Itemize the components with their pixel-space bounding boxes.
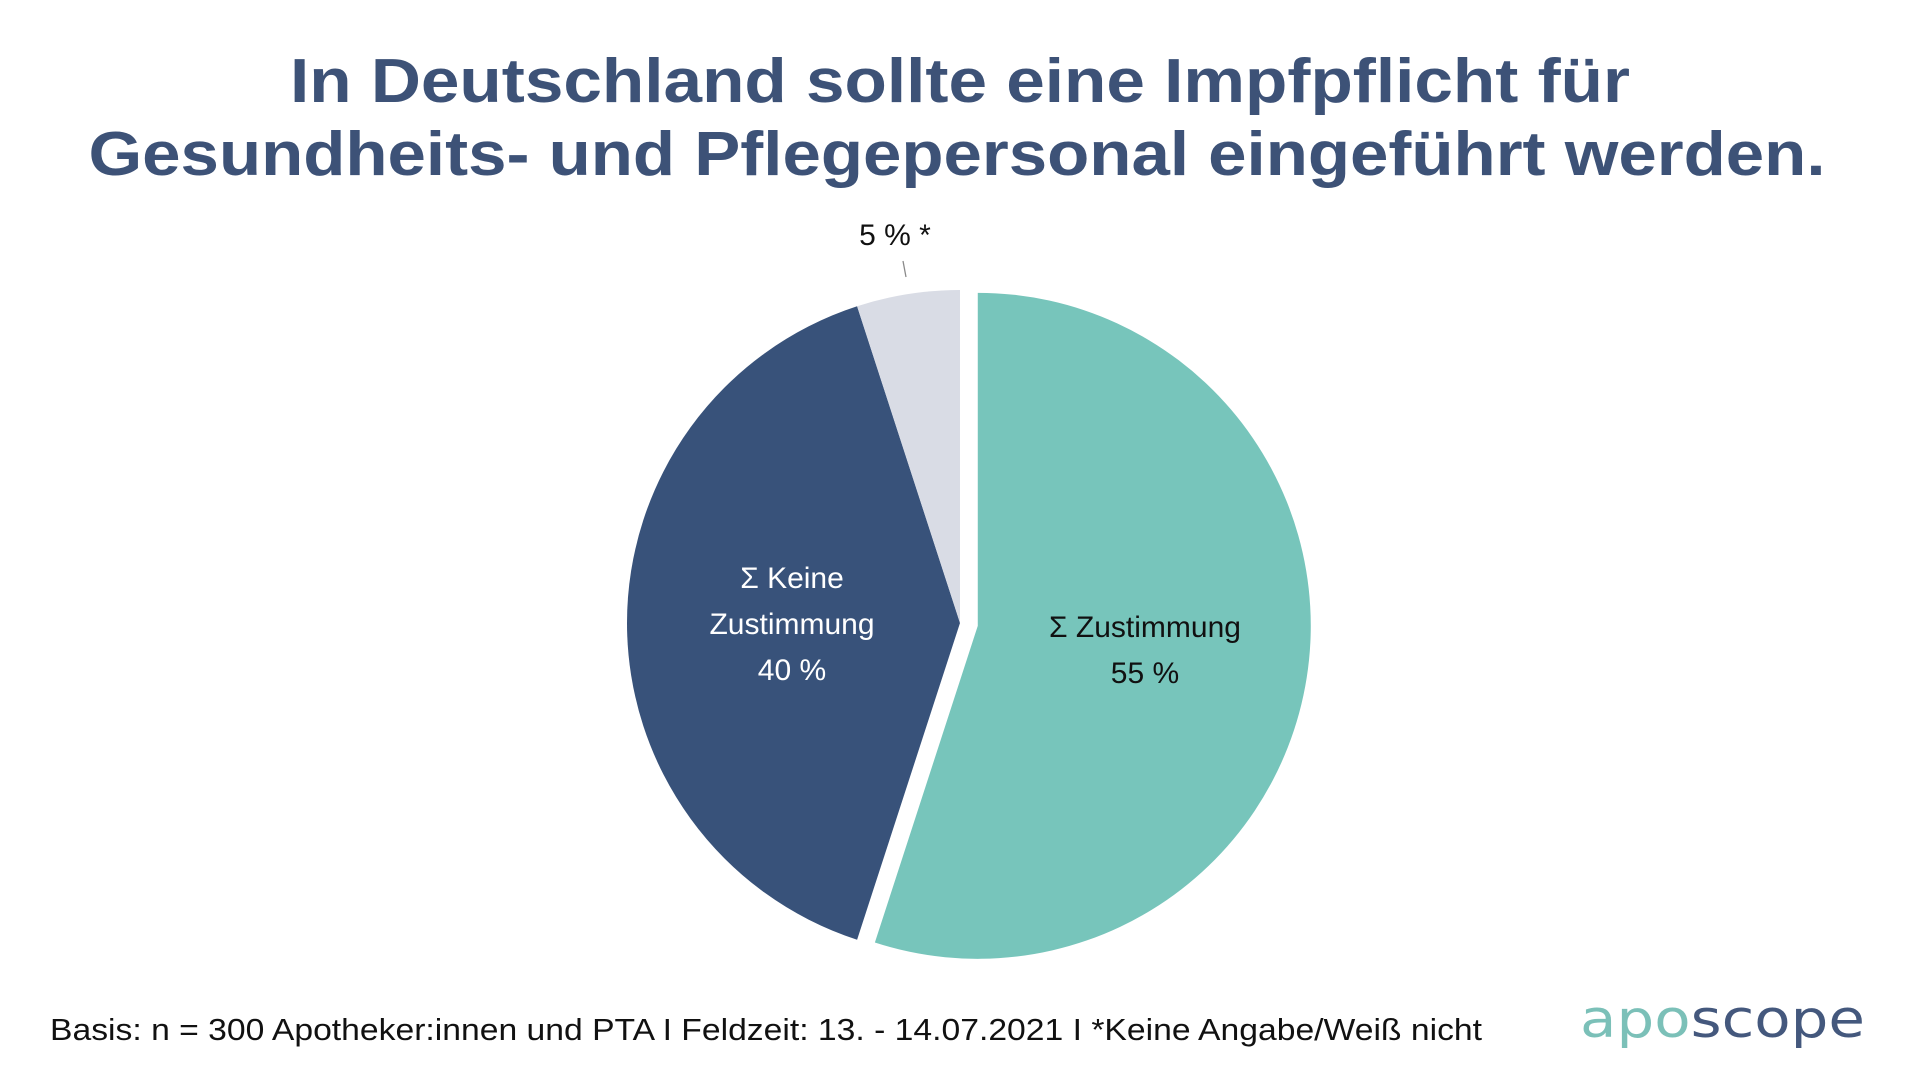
slice-label-keine-angabe: 5 % * — [859, 219, 931, 252]
aposcope-logo: apo scope — [1580, 990, 1865, 1050]
leader-line-keine-angabe — [902, 260, 907, 278]
pie-labels: Σ Zustimmung 55 % Σ Keine Zustimmung 40 % 5 %… — [709, 219, 1240, 690]
slice-label-zustimmung: Σ Zustimmung 55 % — [1049, 611, 1241, 690]
footnote: Basis: n = 300 Apotheker:innen und PTA I… — [50, 1012, 1482, 1047]
slice-label-line: 5 % * — [859, 219, 931, 252]
chart-title-line-2: Gesundheits- und Pflegepersonal eingefüh… — [89, 120, 1826, 189]
slice-label-line: Zustimmung — [709, 608, 874, 641]
slice-label-keine: Σ Keine Zustimmung 40 % — [709, 562, 874, 687]
pie-slices — [626, 290, 1311, 959]
pie-slice-keine-angabe — [857, 290, 960, 623]
pie-slice-keine — [626, 306, 960, 940]
slice-label-line: Σ Zustimmung — [1049, 611, 1241, 644]
pie-slice-zustimmung — [874, 292, 1311, 959]
slice-label-line: 40 % — [758, 654, 826, 687]
slice-label-line: Σ Keine — [740, 562, 844, 595]
slice-label-line: 55 % — [1111, 657, 1179, 690]
logo-part-scope: scope — [1691, 990, 1865, 1050]
logo-part-apo: apo — [1580, 990, 1691, 1050]
chart-title-line-1: In Deutschland sollte eine Impfpflicht f… — [290, 47, 1630, 116]
